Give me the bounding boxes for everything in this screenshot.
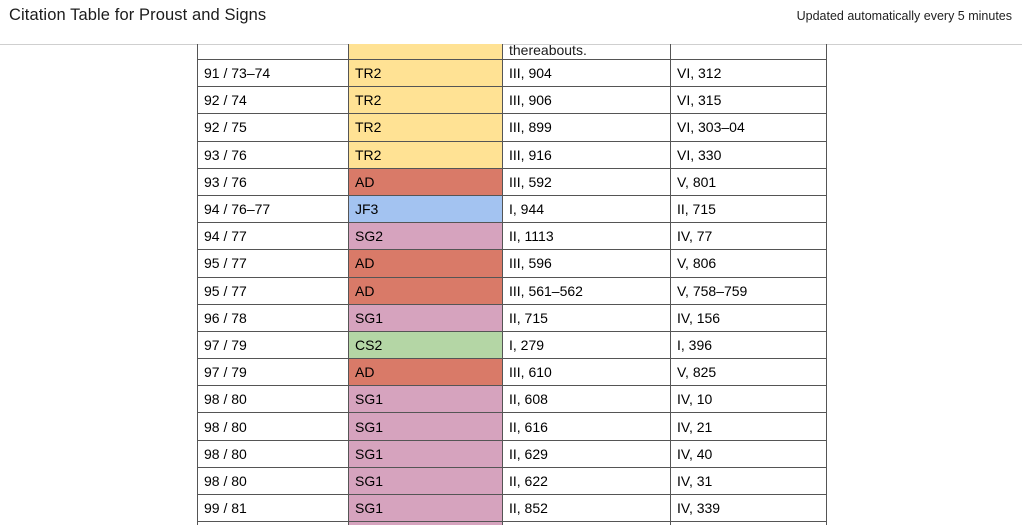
cell-code: SG1 xyxy=(348,385,503,414)
cell-code: SG1 xyxy=(348,493,503,523)
cell-pages: 95 / 77 xyxy=(197,276,349,305)
cell-pages: 98 / 80 xyxy=(197,439,349,468)
cell-citation-a: II, 622 xyxy=(502,466,671,496)
cell-citation-a: III, 916 xyxy=(502,140,671,169)
cell-citation-a: II, 1113 xyxy=(502,222,671,251)
table-row: 95 / 77 AD III, 561–562 V, 758–759 xyxy=(197,276,827,305)
cell-citation-b: V, 825 xyxy=(670,358,827,387)
cell-citation-b: VI, 312 xyxy=(670,58,827,88)
update-note: Updated automatically every 5 minutes xyxy=(796,9,1012,23)
cell-citation-b: VI, 330 xyxy=(670,140,827,169)
table-row-partial-bottom xyxy=(197,521,827,525)
cell-code: AD xyxy=(348,276,503,305)
cell-pages: 97 / 79 xyxy=(197,330,349,360)
table-row: 99 / 81 SG1 II, 852 IV, 339 xyxy=(197,493,827,523)
cell-code: SG1 xyxy=(348,466,503,496)
cell-citation-b: V, 806 xyxy=(670,249,827,278)
cell-citation-a: III, 610 xyxy=(502,358,671,387)
cell-code: SG1 xyxy=(348,439,503,468)
cell-code: TR2 xyxy=(348,86,503,115)
cell-citation-b xyxy=(670,44,827,60)
cell-pages: 98 / 80 xyxy=(197,466,349,496)
cell-pages: 94 / 77 xyxy=(197,222,349,251)
cell-citation-b: IV, 21 xyxy=(670,412,827,441)
cell-code: AD xyxy=(348,358,503,387)
table-row: 96 / 78 SG1 II, 715 IV, 156 xyxy=(197,303,827,332)
page-title: Citation Table for Proust and Signs xyxy=(9,6,267,24)
cell-pages: 99 / 81 xyxy=(197,493,349,523)
table-row: 94 / 76–77 JF3 I, 944 II, 715 xyxy=(197,194,827,224)
cell-citation-b: IV, 40 xyxy=(670,439,827,468)
cell-citation-a: II, 715 xyxy=(502,303,671,332)
table-row: 92 / 74 TR2 III, 906 VI, 315 xyxy=(197,86,827,115)
cell-code: SG1 xyxy=(348,303,503,332)
cell-pages: 98 / 80 xyxy=(197,385,349,414)
cell-citation-b: II, 715 xyxy=(670,194,827,224)
cell-pages: 96 / 78 xyxy=(197,303,349,332)
cell-citation-b: IV, 339 xyxy=(670,493,827,523)
table-row: 93 / 76 TR2 III, 916 VI, 330 xyxy=(197,140,827,169)
cell-pages: 98 / 80 xyxy=(197,412,349,441)
cell-code: TR2 xyxy=(348,113,503,142)
table-row: 97 / 79 CS2 I, 279 I, 396 xyxy=(197,330,827,360)
citation-table: thereabouts. 91 / 73–74 TR2 III, 904 VI,… xyxy=(197,44,827,525)
cell-citation-b: V, 758–759 xyxy=(670,276,827,305)
table-row: 98 / 80 SG1 II, 608 IV, 10 xyxy=(197,385,827,414)
cell-citation-a: III, 906 xyxy=(502,86,671,115)
cell-pages: 93 / 76 xyxy=(197,167,349,196)
cell-citation-a: II, 616 xyxy=(502,412,671,441)
cell-citation-a: III, 596 xyxy=(502,249,671,278)
cell-pages: 92 / 74 xyxy=(197,86,349,115)
cell-citation-b: IV, 10 xyxy=(670,385,827,414)
cell-code: CS2 xyxy=(348,330,503,360)
cell-citation-a: II, 608 xyxy=(502,385,671,414)
cell-citation-a: II, 852 xyxy=(502,493,671,523)
cell-pages: 91 / 73–74 xyxy=(197,58,349,88)
cell-pages: 97 / 79 xyxy=(197,358,349,387)
cell-citation-a: III, 592 xyxy=(502,167,671,196)
table-row: 97 / 79 AD III, 610 V, 825 xyxy=(197,358,827,387)
cell-citation-b: IV, 77 xyxy=(670,222,827,251)
cell-citation-a: I, 279 xyxy=(502,330,671,360)
cell-citation-a: I, 944 xyxy=(502,194,671,224)
cell-citation-a: II, 629 xyxy=(502,439,671,468)
cell-code: TR2 xyxy=(348,58,503,88)
cell-citation-b: VI, 315 xyxy=(670,86,827,115)
cell-pages xyxy=(197,44,349,60)
cell-citation-b: VI, 303–04 xyxy=(670,113,827,142)
cell-pages: 94 / 76–77 xyxy=(197,194,349,224)
cell-citation-a: III, 904 xyxy=(502,58,671,88)
cell-citation-b: IV, 31 xyxy=(670,466,827,496)
table-row: 93 / 76 AD III, 592 V, 801 xyxy=(197,167,827,196)
table-row: 95 / 77 AD III, 596 V, 806 xyxy=(197,249,827,278)
table-row: 94 / 77 SG2 II, 1113 IV, 77 xyxy=(197,222,827,251)
cell-pages: 92 / 75 xyxy=(197,113,349,142)
cell-citation-a: III, 899 xyxy=(502,113,671,142)
table-row: 98 / 80 SG1 II, 629 IV, 40 xyxy=(197,439,827,468)
table-row: 98 / 80 SG1 II, 622 IV, 31 xyxy=(197,466,827,496)
table-row: 92 / 75 TR2 III, 899 VI, 303–04 xyxy=(197,113,827,142)
cell-citation-a: thereabouts. xyxy=(502,44,671,60)
table-row: 91 / 73–74 TR2 III, 904 VI, 312 xyxy=(197,58,827,88)
table-row: 98 / 80 SG1 II, 616 IV, 21 xyxy=(197,412,827,441)
cell-citation-b: V, 801 xyxy=(670,167,827,196)
cell-code: AD xyxy=(348,249,503,278)
cell-citation-b: I, 396 xyxy=(670,330,827,360)
cell-code: SG2 xyxy=(348,222,503,251)
cell-pages: 93 / 76 xyxy=(197,140,349,169)
cell-citation-a: III, 561–562 xyxy=(502,276,671,305)
cell-code: SG1 xyxy=(348,412,503,441)
cell-pages: 95 / 77 xyxy=(197,249,349,278)
cell-code: TR2 xyxy=(348,140,503,169)
table-row-partial-top: thereabouts. xyxy=(197,44,827,60)
cell-citation-b: IV, 156 xyxy=(670,303,827,332)
cell-code: JF3 xyxy=(348,194,503,224)
cell-code: AD xyxy=(348,167,503,196)
cell-citation-b xyxy=(670,521,827,525)
cell-code xyxy=(348,44,503,60)
